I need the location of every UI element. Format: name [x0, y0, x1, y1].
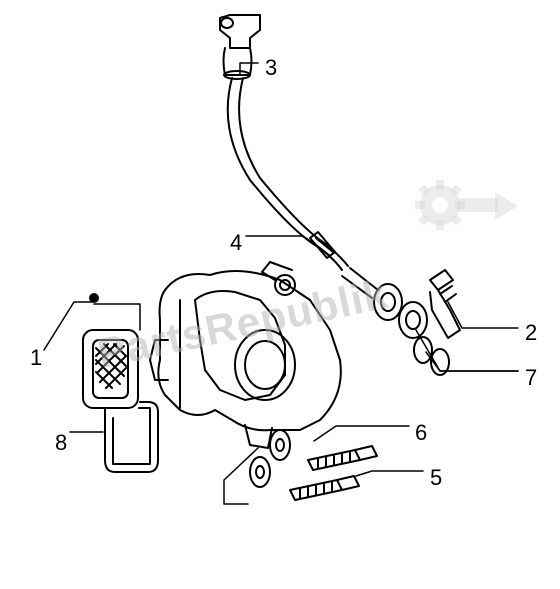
- diagram-container: PartsRepublik 12345678: [0, 0, 560, 589]
- technical-drawing-svg: [0, 0, 560, 589]
- callout-label-8: 8: [55, 430, 67, 456]
- callout-label-2: 2: [525, 320, 537, 346]
- callout-label-4: 4: [230, 230, 242, 256]
- callout-label-1: 1: [30, 345, 42, 371]
- callout-label-6: 6: [415, 420, 427, 446]
- callout-label-5: 5: [430, 465, 442, 491]
- callout-label-7: 7: [525, 365, 537, 391]
- callout-label-3: 3: [265, 55, 277, 81]
